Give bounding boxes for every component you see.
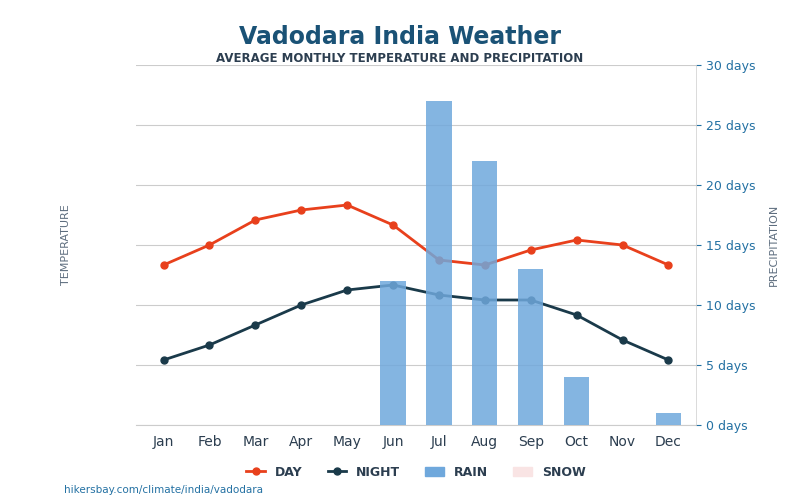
Text: Vadodara India Weather: Vadodara India Weather [239, 25, 561, 49]
Bar [564, 377, 590, 425]
Text: hikersbay.com/climate/india/vadodara: hikersbay.com/climate/india/vadodara [64, 485, 263, 495]
Bar [381, 281, 406, 425]
Bar [656, 413, 681, 425]
Text: AVERAGE MONTHLY TEMPERATURE AND PRECIPITATION: AVERAGE MONTHLY TEMPERATURE AND PRECIPIT… [216, 52, 584, 66]
Y-axis label: PRECIPITATION: PRECIPITATION [769, 204, 779, 286]
Legend: DAY, NIGHT, RAIN, SNOW: DAY, NIGHT, RAIN, SNOW [241, 460, 591, 483]
Bar [426, 101, 451, 425]
Bar [472, 161, 498, 425]
Bar [518, 269, 543, 425]
Y-axis label: TEMPERATURE: TEMPERATURE [61, 204, 70, 286]
